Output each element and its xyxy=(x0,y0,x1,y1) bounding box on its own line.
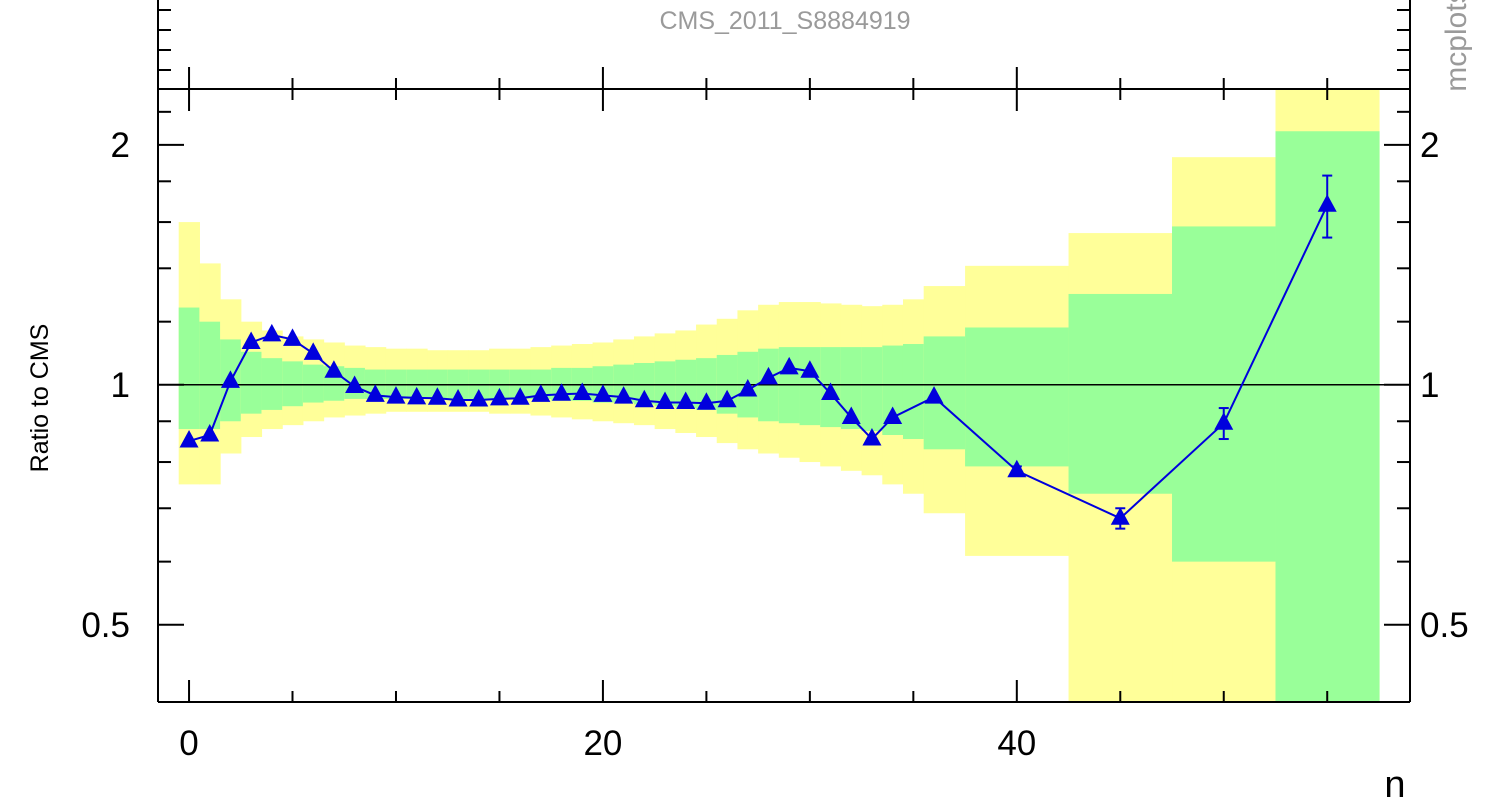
data-point xyxy=(883,406,903,424)
data-point xyxy=(1007,459,1027,478)
data-point xyxy=(572,382,592,401)
y-tick-label: 0.5 xyxy=(81,606,130,645)
band-inner-37 xyxy=(965,327,1070,467)
y-tick-label-right: 2 xyxy=(1420,126,1439,165)
band-inner-25 xyxy=(696,358,718,410)
data-point xyxy=(448,389,468,407)
data-point xyxy=(738,379,758,397)
data-series xyxy=(179,174,1337,530)
band-inner-39 xyxy=(1172,226,1277,562)
data-point xyxy=(1214,412,1234,430)
data-point xyxy=(655,391,675,410)
data-point xyxy=(593,384,613,402)
band-inner-30 xyxy=(799,347,821,426)
data-point xyxy=(220,370,240,388)
x-tick-label: 0 xyxy=(179,724,198,763)
data-point xyxy=(862,428,882,446)
data-point xyxy=(427,387,447,405)
data-point xyxy=(800,360,820,378)
y-tick-label: 2 xyxy=(111,126,130,165)
data-point xyxy=(696,392,716,410)
chart-title: CMS_2011_S8884919 xyxy=(659,7,910,35)
data-point xyxy=(779,356,799,375)
data-point xyxy=(303,342,323,360)
band-inner-1 xyxy=(199,321,221,430)
band-inner-33 xyxy=(861,347,883,432)
data-point xyxy=(179,430,199,448)
band-inner-23 xyxy=(654,361,676,407)
data-point xyxy=(1110,507,1130,525)
data-point xyxy=(924,386,944,404)
axes xyxy=(157,0,1411,703)
data-point xyxy=(821,382,841,401)
data-point xyxy=(489,387,509,406)
y-axis-label: Ratio to CMS xyxy=(26,324,54,473)
x-tick-label: 20 xyxy=(583,724,622,763)
data-point xyxy=(552,383,572,401)
band-inner-6 xyxy=(302,364,325,403)
band-inner-32 xyxy=(840,347,863,430)
data-point xyxy=(676,391,696,410)
data-point xyxy=(758,366,778,385)
data-point xyxy=(469,389,489,407)
data-point xyxy=(717,389,737,408)
series-line-0 xyxy=(188,204,1329,520)
band-inner-0 xyxy=(178,307,200,430)
band-inner-34 xyxy=(882,345,904,435)
data-point xyxy=(262,323,282,342)
data-point xyxy=(510,387,530,405)
data-point xyxy=(365,384,385,402)
y-tick-label: 1 xyxy=(111,366,130,405)
band-inner-22 xyxy=(633,362,656,405)
side-label: mcplots xyxy=(1440,0,1473,92)
data-point xyxy=(200,423,220,442)
band-inner-3 xyxy=(240,351,263,414)
band-inner-4 xyxy=(261,358,283,410)
data-point xyxy=(283,328,303,346)
data-point xyxy=(841,406,861,424)
data-point xyxy=(614,386,634,404)
band-inner-36 xyxy=(923,336,966,450)
y-tick-label-right: 1 xyxy=(1420,366,1439,405)
x-tick-label: 40 xyxy=(997,724,1036,763)
data-point xyxy=(386,386,406,404)
data-point xyxy=(345,375,365,394)
uncertainty-bands xyxy=(178,89,1380,703)
band-inner-24 xyxy=(675,359,697,409)
y-tick-label-right: 0.5 xyxy=(1420,606,1469,645)
data-point xyxy=(324,360,344,378)
data-point xyxy=(241,331,261,349)
data-point xyxy=(1317,194,1337,212)
band-inner-38 xyxy=(1068,293,1173,494)
band-inner-21 xyxy=(613,364,635,403)
data-point xyxy=(531,384,551,402)
tick-labels: 0 20 40 0.5 0.5 1 1 2 2 xyxy=(81,126,1468,763)
data-point xyxy=(634,389,654,408)
band-inner-5 xyxy=(282,361,304,407)
band-inner-35 xyxy=(902,344,925,440)
x-axis-label: n xyxy=(1384,764,1405,806)
data-point xyxy=(407,386,427,405)
